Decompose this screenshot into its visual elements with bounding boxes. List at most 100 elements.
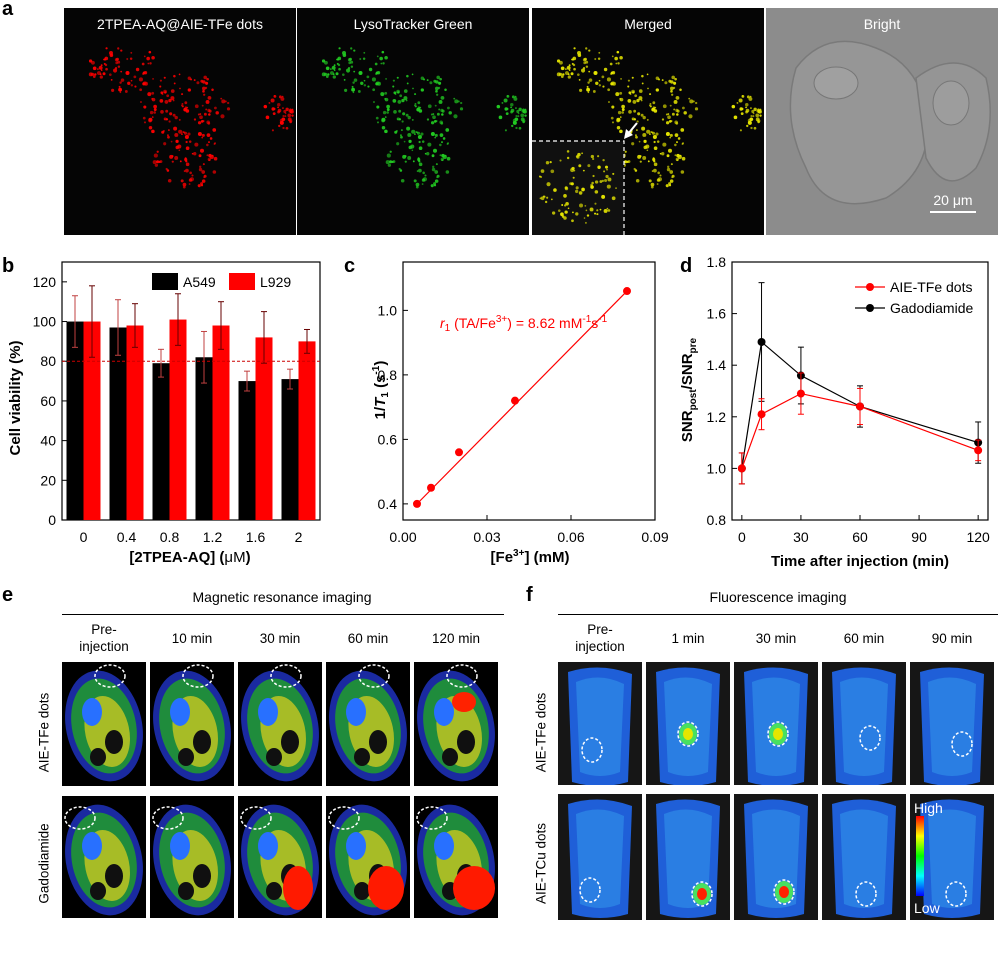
fluorescent-spot	[594, 212, 597, 215]
fluorescent-spot	[189, 171, 192, 175]
fluorescent-spot	[505, 112, 509, 116]
fluorescent-spot	[639, 160, 642, 163]
fluorescent-spot	[553, 188, 557, 192]
fluorescent-spot	[661, 152, 665, 156]
fluorescent-spot	[567, 75, 571, 79]
fluorescent-spot	[510, 102, 514, 107]
chart-d-xlabel: Time after injection (min)	[771, 553, 949, 570]
fluorescent-spot	[594, 71, 597, 74]
fluorescent-spot	[524, 114, 527, 117]
fluorescent-spot	[566, 156, 570, 160]
roi-circle	[945, 881, 967, 907]
fluorescent-spot	[422, 177, 428, 182]
fluorescent-spot	[342, 73, 345, 76]
fluor-image	[822, 662, 906, 785]
fluorescent-spot	[634, 94, 638, 98]
fluorescent-spot	[588, 49, 591, 52]
fluorescent-spot	[514, 95, 517, 98]
fluorescent-spot	[512, 118, 517, 123]
fluorescent-spot	[559, 159, 562, 162]
fluorescent-spot	[421, 183, 424, 185]
fluorescent-spot	[96, 71, 101, 76]
fluorescent-spot	[119, 81, 122, 84]
fluorescent-spot	[199, 148, 205, 153]
fluorescent-spot	[411, 129, 416, 134]
fluorescent-spot	[617, 110, 622, 115]
fluorescent-spot	[385, 78, 387, 80]
fluorescent-spot	[199, 115, 203, 120]
fluorescent-spot	[98, 65, 103, 70]
fluorescent-spot	[457, 100, 460, 103]
chart-d-xtick-label: 60	[852, 529, 868, 545]
fluorescent-spot	[135, 67, 140, 72]
fluorescent-spot	[641, 126, 646, 131]
fluorescent-spot	[373, 101, 375, 103]
fluorescent-spot	[677, 137, 681, 140]
mri-image	[238, 796, 322, 918]
roi-circle	[64, 806, 96, 830]
fluorescent-spot	[207, 96, 212, 100]
fluorescent-spot	[579, 203, 584, 208]
fluorescent-spot	[206, 133, 211, 138]
fluorescent-spot	[636, 120, 639, 123]
data-point	[413, 499, 421, 508]
fluorescent-spot	[402, 112, 406, 116]
fluorescent-spot	[178, 149, 181, 152]
fluorescent-spot	[151, 97, 156, 102]
fluorescent-spot	[130, 84, 134, 87]
fluorescent-spot	[401, 98, 405, 103]
fluorescent-spot	[94, 73, 97, 76]
fluorescent-spot	[357, 90, 361, 93]
fluorescent-spot	[430, 121, 435, 125]
fluorescent-spot	[143, 55, 146, 58]
fluorescent-spot	[545, 161, 550, 165]
fluorescent-spot	[159, 85, 162, 88]
fluorescent-spot	[120, 49, 123, 52]
fluorescent-spot	[446, 142, 449, 145]
fluorescent-spot	[133, 75, 137, 79]
fluorescent-spot	[627, 79, 630, 82]
fluorescent-spot	[183, 170, 186, 172]
fluorescent-spot	[436, 112, 440, 116]
fluorescent-spot	[585, 65, 589, 68]
fluorescent-spot	[564, 71, 569, 76]
fluorescent-spot	[432, 165, 435, 169]
fluorescent-spot	[179, 160, 182, 163]
fluorescent-spot	[616, 118, 620, 123]
fluorescent-spot	[621, 108, 625, 111]
roi-circle	[152, 806, 184, 830]
chart-c-ytick-label: 0.8	[378, 367, 398, 383]
fluorescent-spot	[673, 108, 676, 111]
chart-d-ytick-label: 0.8	[707, 512, 727, 528]
fluorescent-spot	[376, 121, 380, 124]
fluorescent-spot	[635, 178, 640, 183]
fluorescent-spot	[414, 93, 417, 96]
column-header: 60 min	[822, 630, 906, 647]
fluorescent-spot	[741, 94, 744, 97]
fluorescent-spot	[655, 88, 659, 92]
fluorescent-spot	[571, 58, 573, 61]
fluorescent-spot	[575, 155, 579, 158]
fluorescent-spot	[279, 118, 284, 123]
fluorescent-spot	[405, 113, 409, 117]
fluorescent-spot	[426, 152, 430, 156]
column-header: 60 min	[326, 630, 410, 647]
data-point	[511, 396, 519, 405]
fluorescent-spot	[627, 85, 630, 88]
fluorescent-spot	[366, 75, 370, 79]
fluorescent-spot	[619, 91, 623, 95]
chart-c: 0.40.60.81.00.00 0.03 0.06 0.09 1/T1 (s-1) …	[371, 261, 669, 566]
fluorescent-spot	[585, 47, 588, 50]
fluorescent-spot	[431, 154, 435, 158]
fluorescent-spot	[434, 133, 438, 137]
fluorescent-spot	[221, 99, 226, 104]
fluorescent-spot	[561, 204, 564, 206]
fluorescent-spot	[337, 63, 341, 67]
fluorescent-spot	[403, 140, 406, 143]
fluorescent-spot	[186, 106, 189, 109]
fluorescent-spot	[642, 155, 647, 160]
fluorescent-spot	[206, 120, 210, 125]
roi-circle	[581, 737, 603, 763]
fluorescent-spot	[560, 66, 565, 71]
fluorescent-spot	[633, 109, 637, 113]
